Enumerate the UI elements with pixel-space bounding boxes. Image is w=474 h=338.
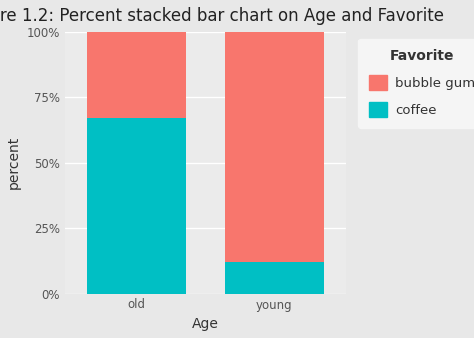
Bar	[87, 118, 186, 294]
Legend: bubble gum, coffee: bubble gum, coffee	[358, 39, 474, 128]
Title: Figure 1.2: Percent stacked bar chart on Age and Favorite: Figure 1.2: Percent stacked bar chart on…	[0, 7, 445, 25]
Bar	[225, 32, 324, 262]
Bar	[87, 32, 186, 118]
Bar	[225, 262, 324, 294]
Y-axis label: percent: percent	[7, 136, 21, 190]
X-axis label: Age: Age	[192, 317, 219, 331]
